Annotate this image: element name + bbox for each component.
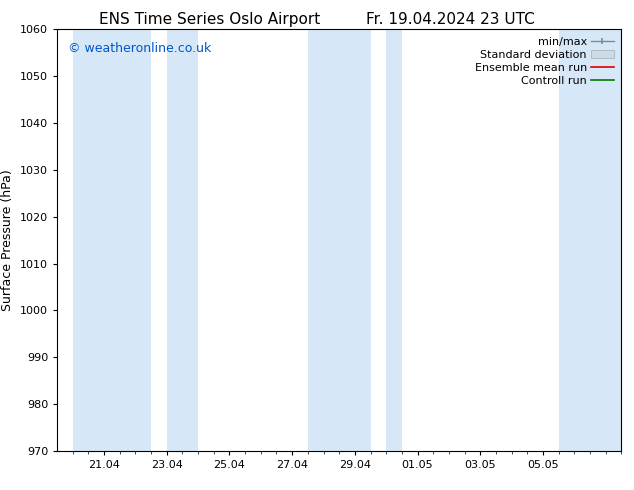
Bar	[73, 29, 151, 451]
Text: Fr. 19.04.2024 23 UTC: Fr. 19.04.2024 23 UTC	[366, 12, 534, 27]
Bar	[308, 29, 370, 451]
Text: ENS Time Series Oslo Airport: ENS Time Series Oslo Airport	[99, 12, 320, 27]
Bar	[559, 29, 621, 451]
Legend: min/max, Standard deviation, Ensemble mean run, Controll run: min/max, Standard deviation, Ensemble me…	[472, 35, 616, 88]
Bar	[167, 29, 198, 451]
Y-axis label: Surface Pressure (hPa): Surface Pressure (hPa)	[1, 169, 15, 311]
Bar	[386, 29, 402, 451]
Text: © weatheronline.co.uk: © weatheronline.co.uk	[68, 42, 212, 55]
